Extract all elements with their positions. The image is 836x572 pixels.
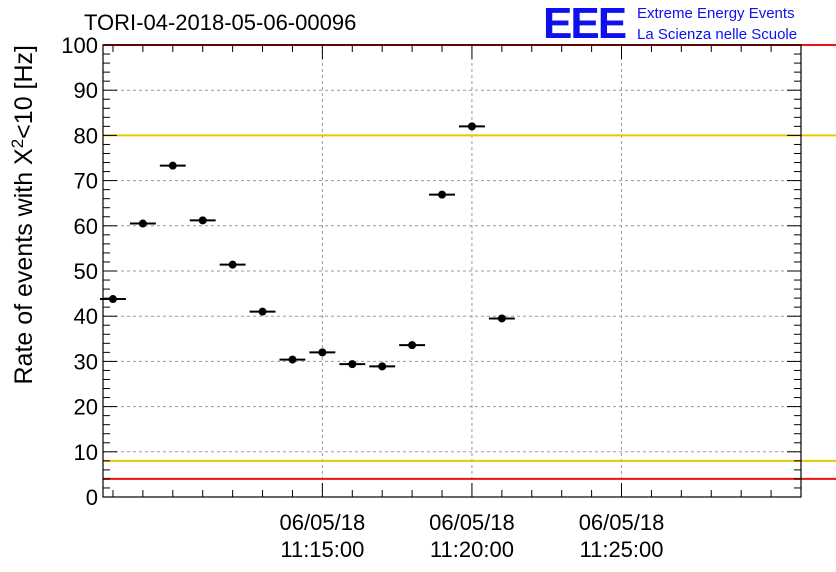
- data-point: [108, 295, 117, 304]
- data-point: [138, 219, 147, 228]
- data-point: [467, 122, 476, 131]
- data-point: [168, 161, 177, 170]
- data-point: [438, 190, 447, 199]
- data-point: [408, 341, 417, 350]
- y-tick-label: 30: [74, 349, 98, 374]
- x-tick-label-time: 11:20:00: [430, 537, 514, 562]
- threshold-lines: [103, 44, 836, 480]
- x-tick-label-time: 11:15:00: [280, 537, 364, 562]
- y-tick-label: 0: [86, 485, 98, 510]
- y-tick-label: 10: [74, 440, 98, 465]
- chart-title: TORI-04-2018-05-06-00096: [84, 10, 357, 35]
- y-tick-label: 20: [74, 395, 98, 420]
- data-point: [198, 216, 207, 225]
- x-tick-label-date: 06/05/18: [429, 510, 515, 535]
- data-point: [288, 355, 297, 364]
- axes: 010203040506070809010006/05/1811:15:0006…: [61, 33, 802, 562]
- data-point: [497, 314, 506, 323]
- data-point: [258, 307, 267, 316]
- y-tick-label: 40: [74, 304, 98, 329]
- y-axis-label: Rate of events with X2<10 [Hz]: [8, 45, 38, 385]
- x-tick-label-time: 11:25:00: [580, 537, 664, 562]
- x-tick-label-date: 06/05/18: [579, 510, 665, 535]
- data-points: [100, 122, 515, 371]
- y-tick-label: 100: [61, 33, 98, 58]
- y-tick-label: 80: [74, 123, 98, 148]
- y-tick-label: 60: [74, 214, 98, 239]
- y-tick-label: 90: [74, 78, 98, 103]
- y-axis-title: Rate of events with X2<10 [Hz]: [8, 45, 38, 385]
- eee-logo-mark: EEE: [543, 0, 627, 48]
- grid-lines: [103, 45, 801, 497]
- data-point: [228, 260, 237, 269]
- logo-line-1: Extreme Energy Events: [637, 5, 795, 22]
- data-point: [378, 362, 387, 371]
- y-tick-label: 50: [74, 259, 98, 284]
- x-tick-label-date: 06/05/18: [280, 510, 366, 535]
- data-point: [318, 348, 327, 357]
- data-point: [348, 360, 357, 369]
- y-tick-label: 70: [74, 169, 98, 194]
- logo-line-2: La Scienza nelle Scuole: [637, 26, 798, 43]
